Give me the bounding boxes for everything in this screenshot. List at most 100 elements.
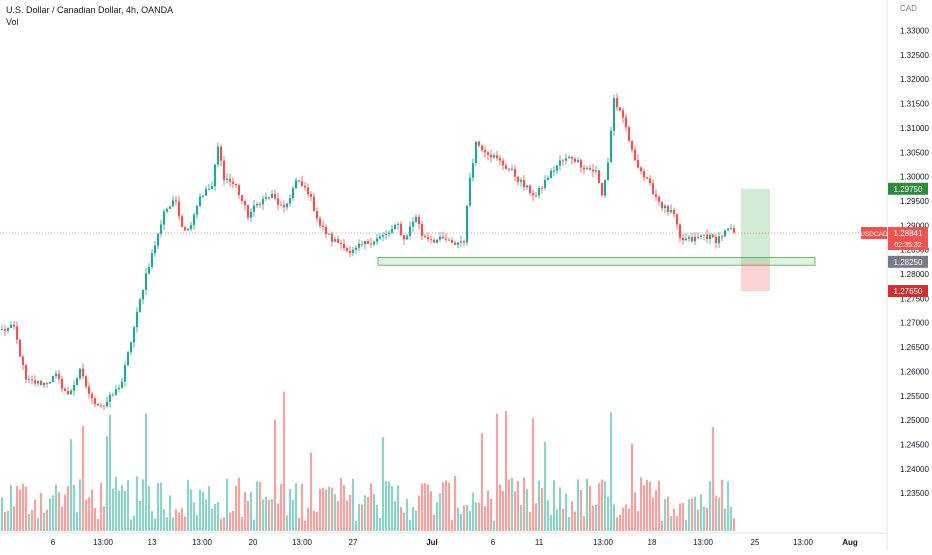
candle-body[interactable] xyxy=(420,224,424,237)
candle-body[interactable] xyxy=(630,140,634,150)
candle-body[interactable] xyxy=(39,380,43,386)
candle-body[interactable] xyxy=(312,196,316,212)
candle-body[interactable] xyxy=(255,203,259,206)
candle-body[interactable] xyxy=(309,194,313,197)
candle-body[interactable] xyxy=(444,238,448,240)
candle-body[interactable] xyxy=(132,327,136,343)
candle-body[interactable] xyxy=(111,394,115,396)
candle-body[interactable] xyxy=(570,157,574,159)
candle-body[interactable] xyxy=(213,164,217,187)
candle-body[interactable] xyxy=(195,206,199,215)
candle-body[interactable] xyxy=(510,168,514,170)
candle-body[interactable] xyxy=(684,238,688,241)
candle-body[interactable] xyxy=(291,188,295,199)
candle-body[interactable] xyxy=(330,233,334,242)
candle-body[interactable] xyxy=(147,267,151,274)
candle-body[interactable] xyxy=(555,165,559,171)
candle-body[interactable] xyxy=(183,226,187,231)
candle-body[interactable] xyxy=(501,160,505,166)
candle-body[interactable] xyxy=(513,168,517,177)
candle-body[interactable] xyxy=(615,98,619,108)
candle-body[interactable] xyxy=(627,127,631,141)
candle-body[interactable] xyxy=(276,198,280,205)
candle-body[interactable] xyxy=(102,405,106,407)
candle-body[interactable] xyxy=(732,228,736,233)
candle-body[interactable] xyxy=(192,214,196,226)
candle-body[interactable] xyxy=(687,237,691,239)
candle-body[interactable] xyxy=(723,230,727,237)
candle-body[interactable] xyxy=(474,141,478,163)
candle-body[interactable] xyxy=(447,239,451,241)
candle-body[interactable] xyxy=(636,159,640,168)
candle-body[interactable] xyxy=(552,170,556,172)
candle-body[interactable] xyxy=(9,324,13,328)
symbol-title[interactable]: U.S. Dollar / Canadian Dollar, 4h, OANDA xyxy=(6,5,174,15)
candle-body[interactable] xyxy=(432,239,436,243)
candle-body[interactable] xyxy=(168,206,172,209)
candle-body[interactable] xyxy=(450,240,454,243)
candle-body[interactable] xyxy=(480,145,484,151)
candle-body[interactable] xyxy=(414,216,418,223)
candle-body[interactable] xyxy=(534,195,538,197)
candle-body[interactable] xyxy=(609,130,613,163)
candle-body[interactable] xyxy=(177,201,181,217)
candle-body[interactable] xyxy=(456,242,460,245)
candle-body[interactable] xyxy=(645,177,649,179)
candle-body[interactable] xyxy=(159,224,163,234)
candle-body[interactable] xyxy=(366,241,370,244)
candle-body[interactable] xyxy=(663,205,667,209)
candle-body[interactable] xyxy=(153,245,157,254)
candle-body[interactable] xyxy=(621,110,625,118)
candle-body[interactable] xyxy=(438,236,442,240)
candle-body[interactable] xyxy=(246,205,250,218)
candle-body[interactable] xyxy=(105,401,109,407)
candle-body[interactable] xyxy=(27,379,31,381)
candle-body[interactable] xyxy=(297,180,301,182)
candle-body[interactable] xyxy=(243,201,247,206)
candle-body[interactable] xyxy=(585,168,589,170)
candle-body[interactable] xyxy=(126,352,130,366)
candle-body[interactable] xyxy=(270,194,274,198)
candle-body[interactable] xyxy=(180,216,184,227)
candle-body[interactable] xyxy=(114,389,118,395)
candle-body[interactable] xyxy=(405,235,409,240)
candle-body[interactable] xyxy=(156,233,160,246)
candle-body[interactable] xyxy=(591,169,595,172)
candle-body[interactable] xyxy=(666,205,670,213)
candle-body[interactable] xyxy=(81,368,85,377)
candle-body[interactable] xyxy=(612,98,616,131)
candle-body[interactable] xyxy=(486,152,490,155)
candle-body[interactable] xyxy=(372,241,376,245)
candle-body[interactable] xyxy=(324,226,328,234)
candle-body[interactable] xyxy=(282,205,286,208)
candle-body[interactable] xyxy=(240,195,244,202)
candle-body[interactable] xyxy=(588,168,592,170)
candle-body[interactable] xyxy=(42,383,46,386)
candle-body[interactable] xyxy=(129,342,133,353)
candle-body[interactable] xyxy=(375,238,379,242)
candle-body[interactable] xyxy=(717,236,721,244)
candle-body[interactable] xyxy=(462,241,466,243)
candle-body[interactable] xyxy=(519,180,523,182)
position-stop-zone[interactable] xyxy=(741,261,770,292)
candle-body[interactable] xyxy=(492,155,496,158)
candle-body[interactable] xyxy=(453,242,457,245)
candle-body[interactable] xyxy=(393,224,397,230)
candle-body[interactable] xyxy=(237,185,241,196)
candle-body[interactable] xyxy=(0,328,4,330)
candle-body[interactable] xyxy=(417,216,421,225)
candle-body[interactable] xyxy=(66,391,70,395)
candle-body[interactable] xyxy=(57,373,61,379)
candle-body[interactable] xyxy=(477,141,481,146)
candle-body[interactable] xyxy=(582,167,586,170)
candle-body[interactable] xyxy=(528,185,532,194)
candle-body[interactable] xyxy=(84,376,88,387)
candle-body[interactable] xyxy=(459,241,463,243)
candle-body[interactable] xyxy=(204,189,208,196)
candle-body[interactable] xyxy=(435,239,439,243)
candle-body[interactable] xyxy=(300,181,304,186)
candle-body[interactable] xyxy=(222,160,226,180)
candle-body[interactable] xyxy=(93,398,97,405)
candle-body[interactable] xyxy=(69,390,73,395)
candle-body[interactable] xyxy=(201,195,205,197)
